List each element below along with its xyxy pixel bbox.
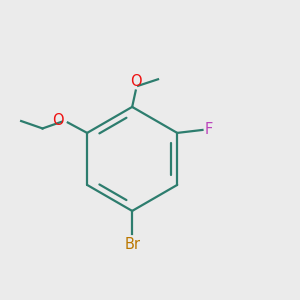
- Text: O: O: [130, 74, 142, 89]
- Text: O: O: [52, 112, 64, 128]
- Text: Br: Br: [124, 237, 140, 252]
- Text: F: F: [205, 122, 213, 137]
